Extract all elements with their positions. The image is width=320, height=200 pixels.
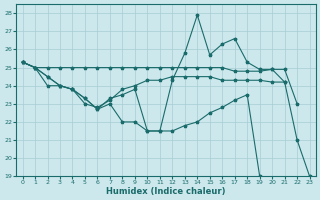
X-axis label: Humidex (Indice chaleur): Humidex (Indice chaleur) <box>106 187 226 196</box>
